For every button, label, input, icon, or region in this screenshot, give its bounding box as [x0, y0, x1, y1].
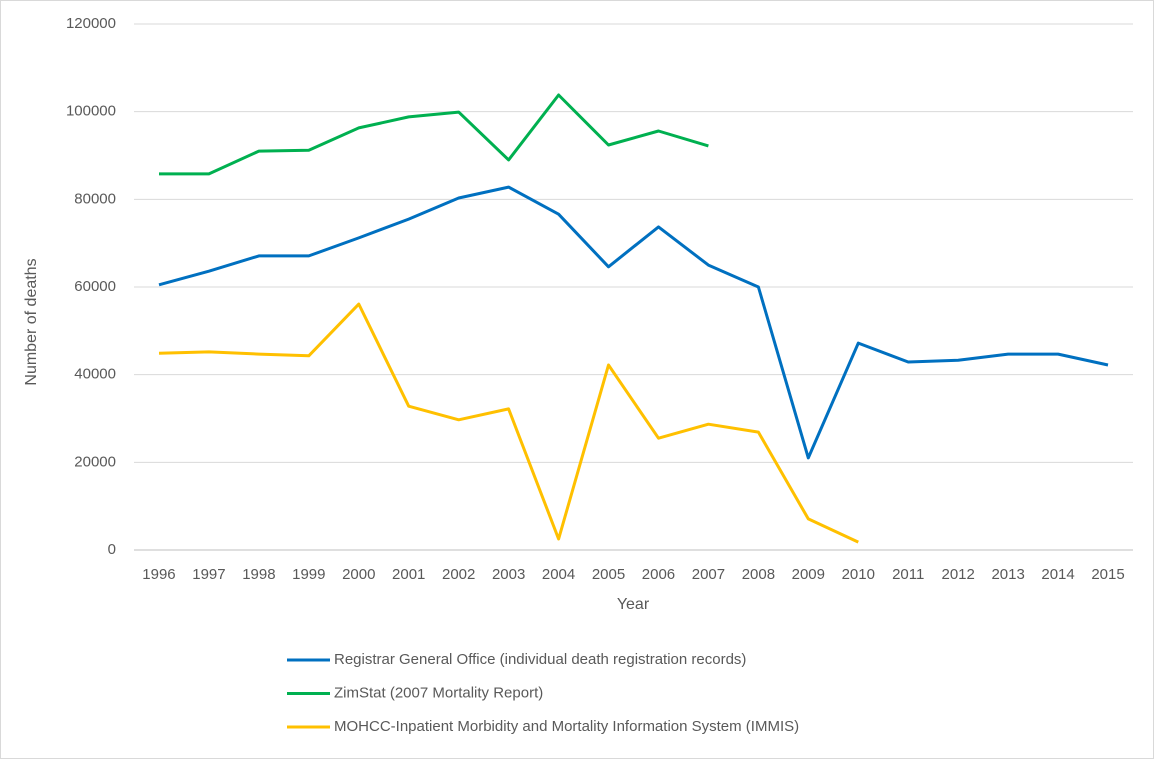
- x-tick-label: 2015: [1091, 566, 1124, 583]
- x-tick-label: 2004: [542, 566, 575, 583]
- x-axis-title: Year: [617, 596, 650, 613]
- x-tick-label: 2002: [442, 566, 475, 583]
- x-tick-label: 2014: [1041, 566, 1074, 583]
- y-tick-label: 100000: [66, 103, 116, 120]
- x-tick-label: 2008: [742, 566, 775, 583]
- x-tick-label: 1998: [242, 566, 275, 583]
- y-tick-label: 60000: [74, 278, 116, 295]
- y-tick-label: 0: [108, 541, 116, 558]
- x-tick-label: 2010: [842, 566, 875, 583]
- y-tick-label: 40000: [74, 366, 116, 383]
- x-tick-label: 1997: [192, 566, 225, 583]
- series-line: [159, 93, 709, 176]
- series-line: [158, 185, 1109, 460]
- y-tick-label: 20000: [74, 453, 116, 470]
- legend-label: Registrar General Office (individual dea…: [334, 651, 746, 668]
- x-tick-label: 2011: [892, 566, 924, 583]
- x-tick-label: 2005: [592, 566, 625, 583]
- y-axis-title: Number of deaths: [23, 258, 40, 385]
- legend-label: MOHCC-Inpatient Morbidity and Mortality …: [334, 718, 799, 735]
- x-tick-label: 2009: [792, 566, 825, 583]
- y-tick-label: 120000: [66, 15, 116, 32]
- x-tick-label: 2007: [692, 566, 725, 583]
- x-tick-label: 2013: [991, 566, 1024, 583]
- series-line: [158, 302, 859, 544]
- x-tick-label: 2001: [392, 566, 425, 583]
- x-tick-label: 2006: [642, 566, 675, 583]
- x-tick-label: 2000: [342, 566, 375, 583]
- legend-label: ZimStat (2007 Mortality Report): [334, 684, 543, 701]
- y-tick-label: 80000: [74, 190, 116, 207]
- x-tick-label: 1999: [292, 566, 325, 583]
- x-tick-label: 1996: [142, 566, 175, 583]
- x-tick-label: 2012: [941, 566, 974, 583]
- x-tick-label: 2003: [492, 566, 525, 583]
